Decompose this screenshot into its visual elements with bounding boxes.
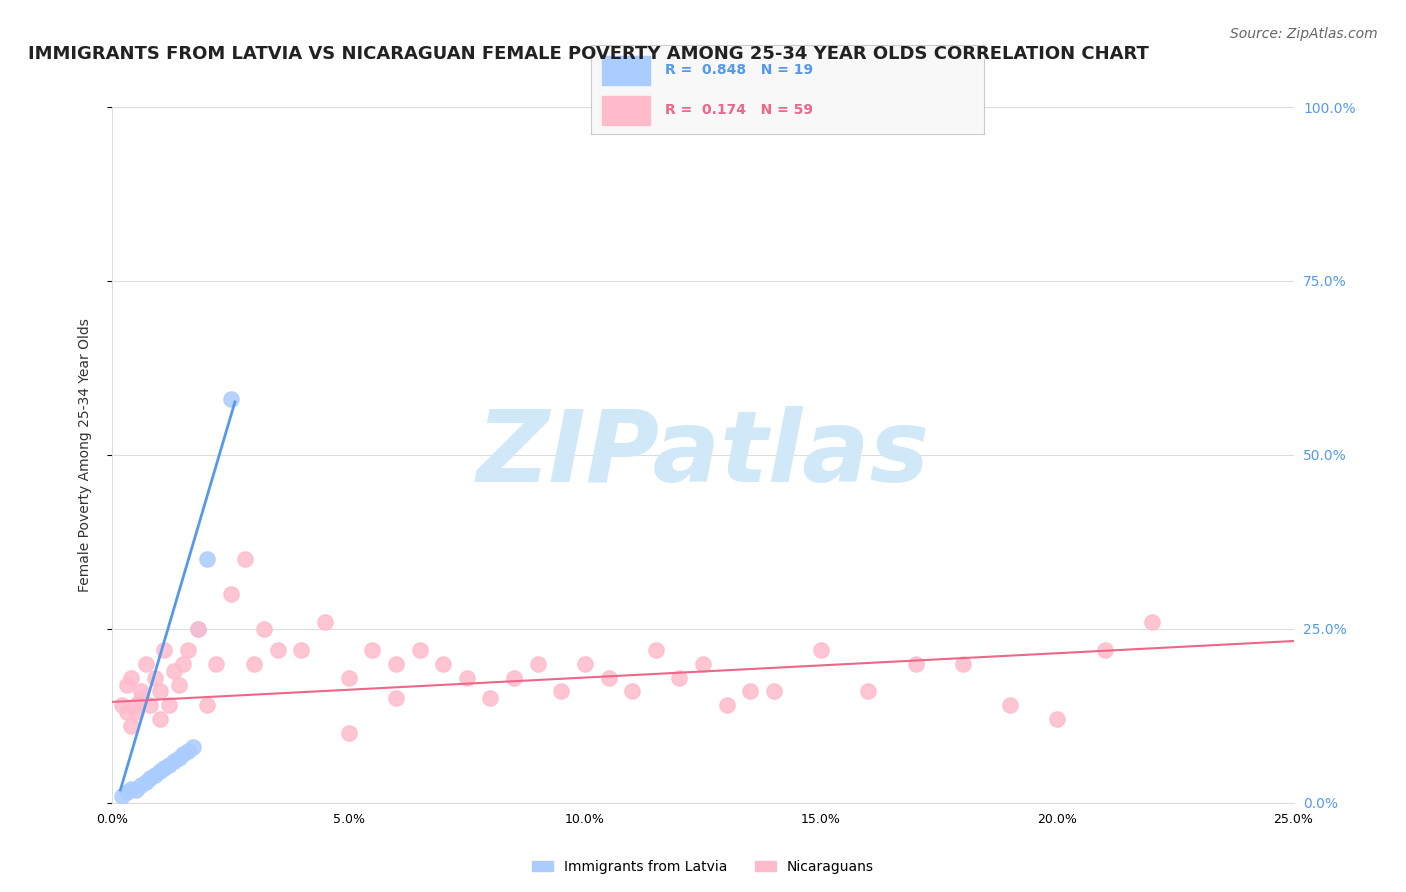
Point bbox=[163, 754, 186, 768]
Point bbox=[385, 691, 408, 706]
Point bbox=[550, 684, 572, 698]
Point bbox=[233, 552, 256, 566]
Point bbox=[644, 642, 666, 657]
Point bbox=[115, 677, 138, 691]
Point bbox=[139, 772, 162, 786]
Text: R =  0.848   N = 19: R = 0.848 N = 19 bbox=[665, 62, 814, 77]
Point bbox=[120, 671, 142, 685]
Point bbox=[432, 657, 454, 671]
Point bbox=[267, 642, 290, 657]
Point bbox=[172, 657, 194, 671]
Point bbox=[740, 684, 762, 698]
Point bbox=[139, 698, 162, 713]
Point bbox=[135, 657, 157, 671]
Text: ZIPatlas: ZIPatlas bbox=[477, 407, 929, 503]
Point bbox=[385, 657, 408, 671]
Point bbox=[243, 657, 266, 671]
Point bbox=[115, 785, 138, 799]
Point bbox=[526, 657, 548, 671]
Point bbox=[1094, 642, 1116, 657]
Point bbox=[195, 552, 218, 566]
Point bbox=[668, 671, 690, 685]
Point bbox=[115, 706, 138, 720]
Point bbox=[143, 671, 166, 685]
Point bbox=[195, 698, 218, 713]
Point bbox=[120, 781, 142, 796]
Point bbox=[149, 764, 172, 779]
Point bbox=[952, 657, 974, 671]
Point bbox=[129, 691, 152, 706]
Point bbox=[120, 719, 142, 733]
Text: Source: ZipAtlas.com: Source: ZipAtlas.com bbox=[1230, 27, 1378, 41]
Point bbox=[153, 642, 176, 657]
Point bbox=[998, 698, 1021, 713]
Point bbox=[143, 768, 166, 782]
Point bbox=[503, 671, 526, 685]
Point bbox=[337, 726, 360, 740]
Point bbox=[186, 622, 208, 636]
Text: IMMIGRANTS FROM LATVIA VS NICARAGUAN FEMALE POVERTY AMONG 25-34 YEAR OLDS CORREL: IMMIGRANTS FROM LATVIA VS NICARAGUAN FEM… bbox=[28, 45, 1149, 62]
Point bbox=[181, 740, 204, 755]
Point bbox=[314, 615, 336, 629]
Point bbox=[408, 642, 430, 657]
Point bbox=[125, 706, 148, 720]
Point bbox=[290, 642, 312, 657]
Point bbox=[1046, 712, 1069, 726]
Point bbox=[129, 684, 152, 698]
Point bbox=[598, 671, 620, 685]
Point bbox=[858, 684, 880, 698]
Point bbox=[111, 789, 134, 803]
Point bbox=[111, 698, 134, 713]
Point bbox=[167, 750, 190, 764]
Point bbox=[692, 657, 714, 671]
Point bbox=[177, 744, 200, 758]
FancyBboxPatch shape bbox=[602, 56, 650, 85]
Point bbox=[125, 783, 148, 797]
Point bbox=[1140, 615, 1163, 629]
Point bbox=[163, 664, 186, 678]
Point bbox=[149, 684, 172, 698]
Point bbox=[904, 657, 927, 671]
Text: R =  0.174   N = 59: R = 0.174 N = 59 bbox=[665, 103, 813, 117]
Point bbox=[167, 677, 190, 691]
Point bbox=[219, 587, 242, 601]
Point bbox=[574, 657, 596, 671]
FancyBboxPatch shape bbox=[602, 96, 650, 125]
Point bbox=[157, 757, 180, 772]
Point bbox=[186, 622, 208, 636]
Point bbox=[621, 684, 644, 698]
Point bbox=[716, 698, 738, 713]
Point bbox=[479, 691, 502, 706]
Point bbox=[125, 698, 148, 713]
Point bbox=[456, 671, 478, 685]
Point bbox=[361, 642, 384, 657]
Point bbox=[172, 747, 194, 761]
Point bbox=[135, 775, 157, 789]
Point bbox=[129, 778, 152, 792]
Point bbox=[177, 642, 200, 657]
Point bbox=[253, 622, 276, 636]
Y-axis label: Female Poverty Among 25-34 Year Olds: Female Poverty Among 25-34 Year Olds bbox=[77, 318, 91, 592]
Point bbox=[762, 684, 785, 698]
Point bbox=[153, 761, 176, 775]
Point bbox=[205, 657, 228, 671]
Point bbox=[157, 698, 180, 713]
Point bbox=[810, 642, 832, 657]
Legend: Immigrants from Latvia, Nicaraguans: Immigrants from Latvia, Nicaraguans bbox=[526, 855, 880, 880]
Point bbox=[337, 671, 360, 685]
Point bbox=[219, 392, 242, 407]
Point bbox=[149, 712, 172, 726]
